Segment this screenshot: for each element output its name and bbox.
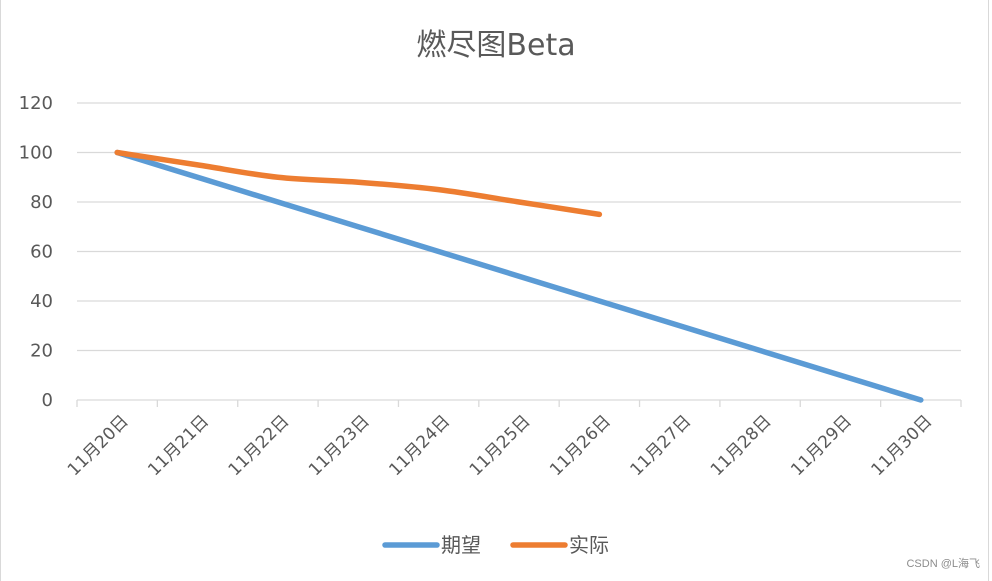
x-tick-label: 11月23日: [305, 411, 374, 480]
x-axis: 11月20日 11月21日 11月22日 11月23日 11月24日 11月25日 11月2…: [64, 399, 962, 480]
y-tick-label: 80: [30, 192, 53, 213]
y-tick-label: 0: [42, 390, 53, 411]
y-tick-label: 20: [30, 341, 53, 362]
y-axis: 0 20 40 60 80 100 120: [19, 93, 53, 411]
series-line-实际: [114, 149, 603, 218]
legend-label: 期望: [441, 533, 481, 557]
legend: 期望 实际: [382, 533, 609, 557]
x-tick-label: 11月20日: [64, 411, 133, 480]
x-tick-label: 11月24日: [385, 411, 454, 480]
x-tick-label: 11月22日: [225, 411, 294, 480]
y-tick-label: 60: [30, 242, 53, 263]
x-tick-label: 11月27日: [626, 411, 695, 480]
y-tick-label: 120: [19, 93, 53, 114]
x-tick-label: 11月26日: [546, 411, 615, 480]
series-lines: [114, 149, 924, 403]
y-tick-label: 40: [30, 291, 53, 312]
x-tick-label: 11月29日: [787, 411, 856, 480]
legend-label: 实际: [569, 533, 609, 557]
x-tick-label: 11月21日: [144, 411, 213, 480]
x-tick-label: 11月25日: [466, 411, 535, 480]
chart-title: 燃尽图Beta: [416, 28, 575, 63]
watermark: CSDN @L海飞: [906, 558, 980, 570]
y-tick-label: 100: [19, 143, 53, 164]
x-tick-label: 11月30日: [868, 411, 937, 480]
gridlines: [77, 102, 961, 352]
x-tick-label: 11月28日: [707, 411, 776, 480]
series-line-期望: [114, 149, 924, 403]
